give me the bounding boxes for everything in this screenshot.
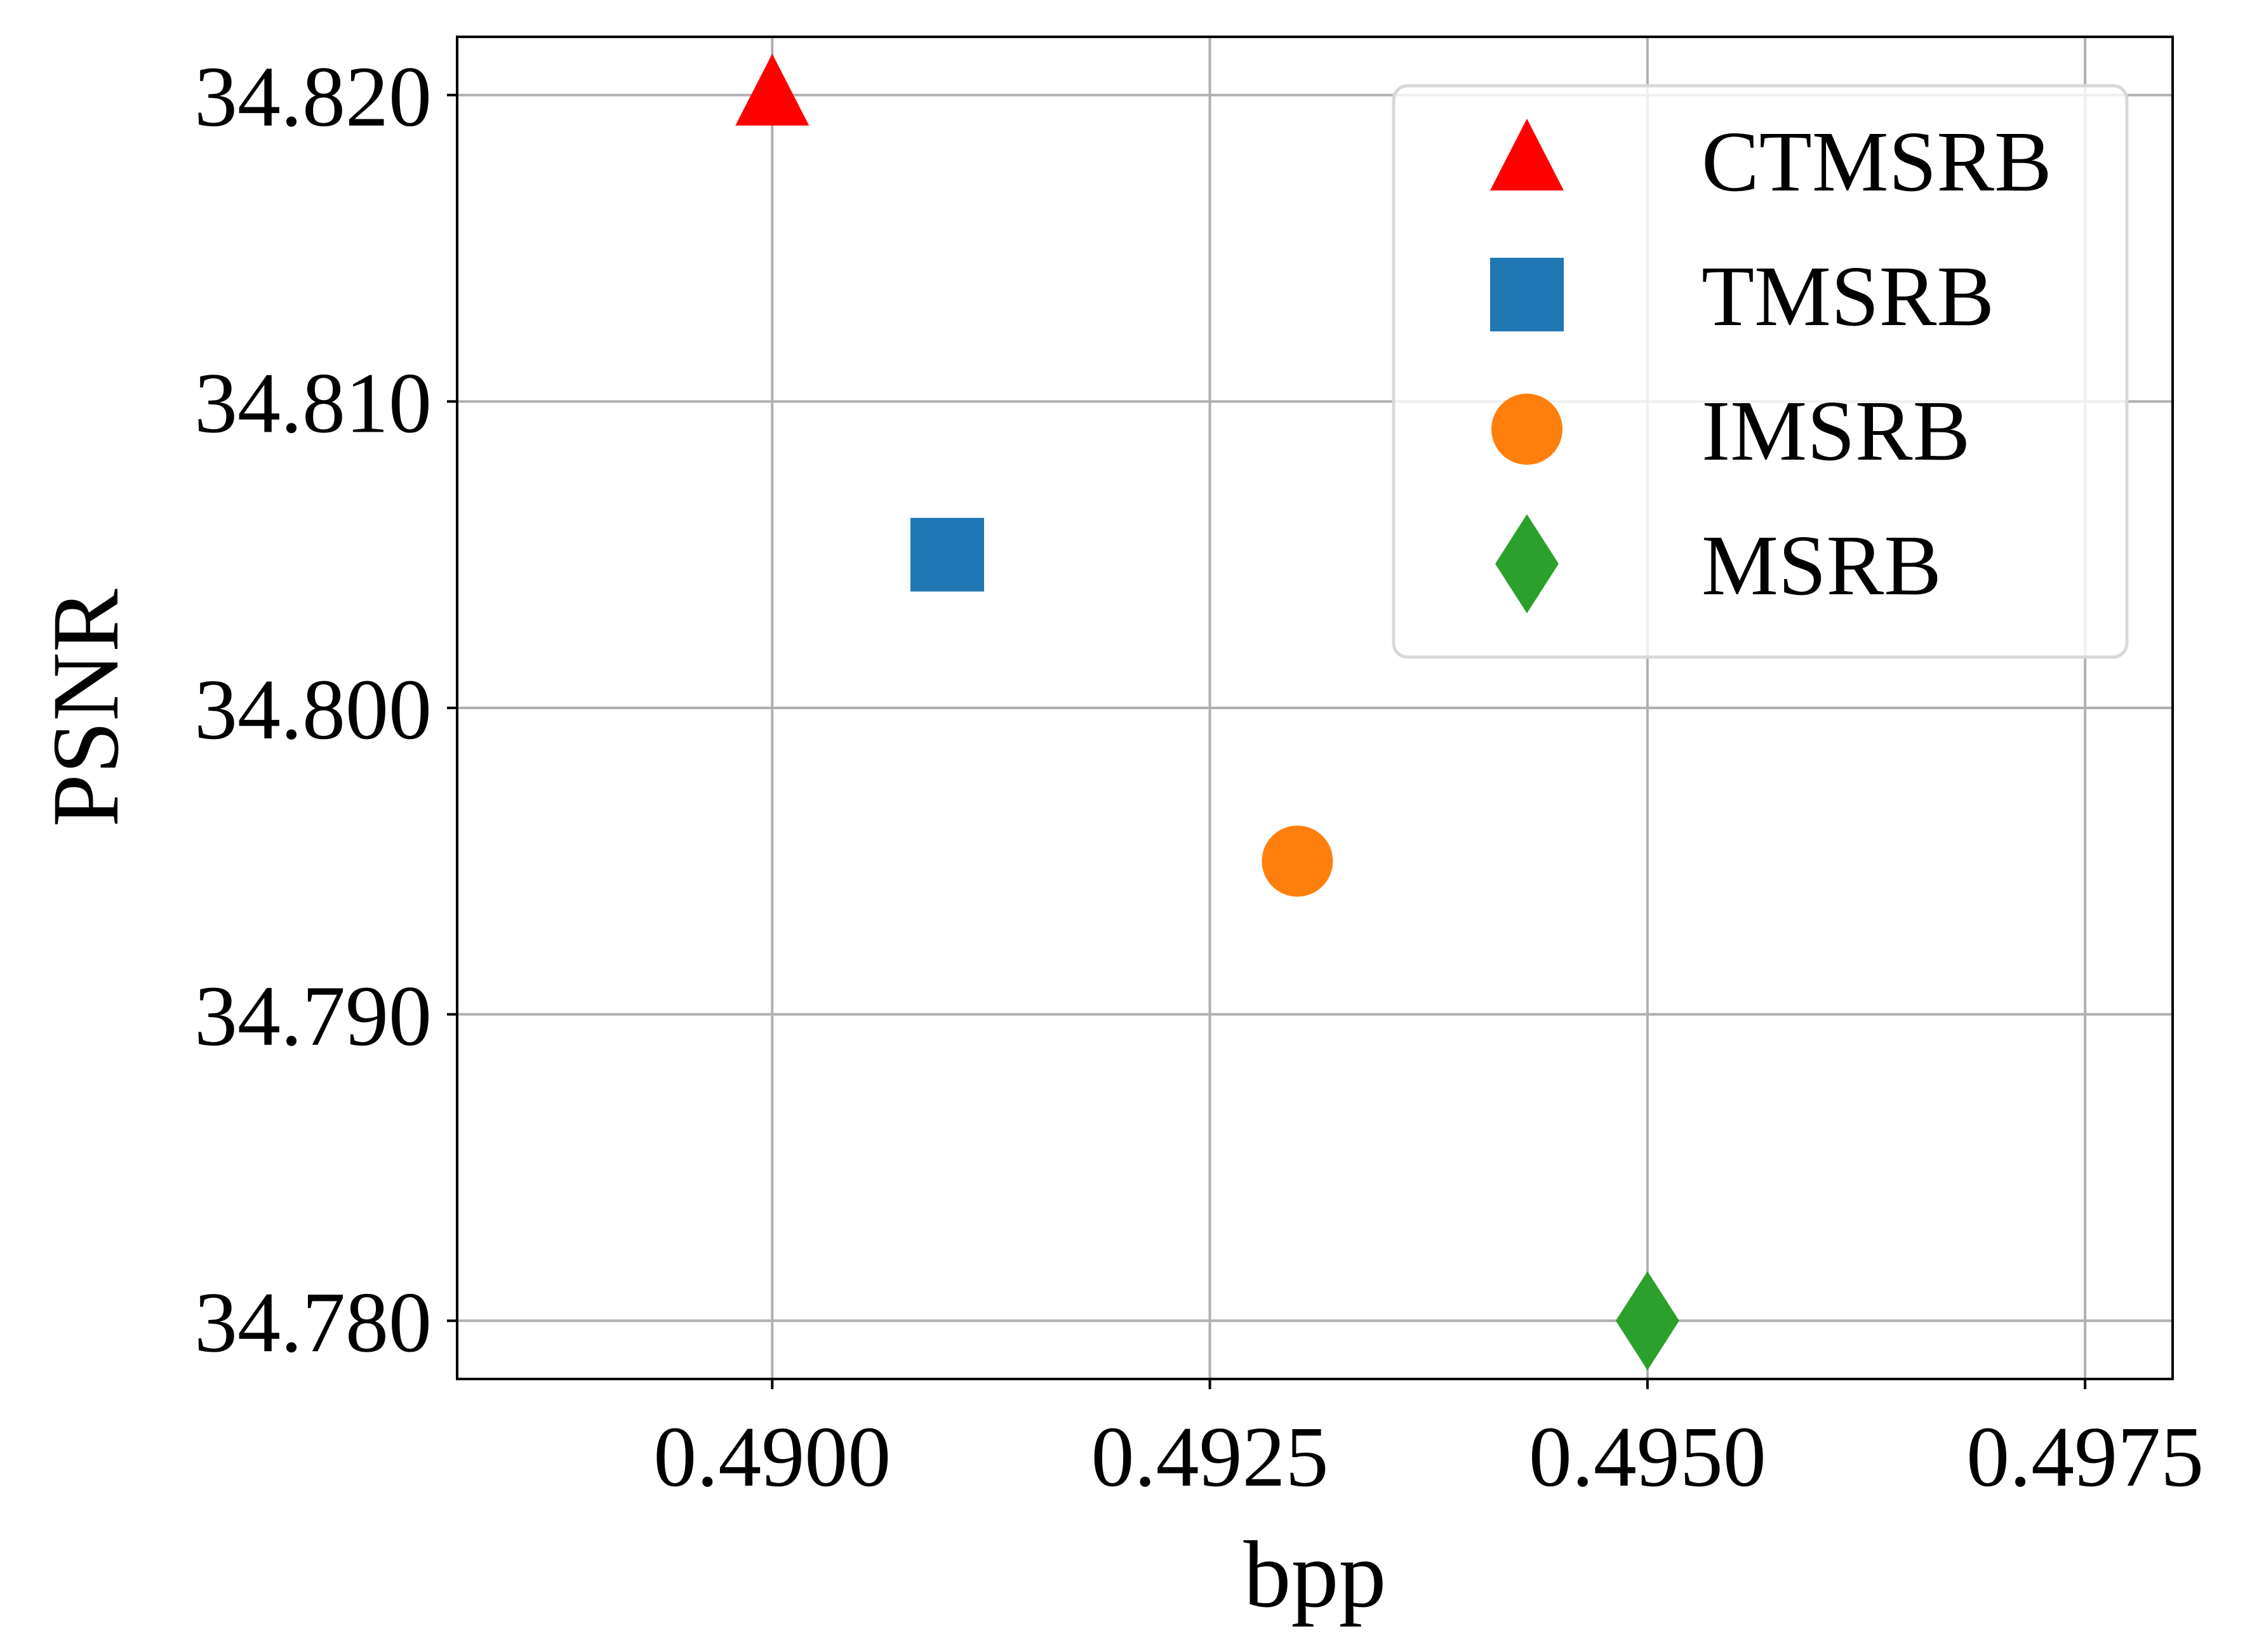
y-tick-label-0: 34.780 bbox=[194, 1275, 432, 1370]
legend-label-tmsrb: TMSRB bbox=[1702, 249, 1994, 344]
y-axis-title: PSNR bbox=[33, 589, 138, 827]
legend-marker-tmsrb bbox=[1490, 258, 1564, 331]
x-axis-title: bpp bbox=[1244, 1522, 1387, 1627]
legend-marker-msrb bbox=[1495, 514, 1559, 613]
y-tick-label-1: 34.790 bbox=[194, 969, 432, 1064]
data-point-tmsrb-0 bbox=[910, 517, 984, 592]
y-tick-label-4: 34.820 bbox=[194, 50, 432, 145]
legend-marker-imsrb bbox=[1491, 394, 1562, 465]
legend-marker-ctmsrb bbox=[1490, 119, 1564, 190]
x-tick-label-0: 0.4900 bbox=[653, 1409, 891, 1505]
data-point-msrb-0 bbox=[1615, 1271, 1679, 1371]
y-tick-label-2: 34.800 bbox=[194, 662, 432, 757]
legend-items: CTMSRB TMSRB IMSRB MSRB bbox=[1490, 114, 2052, 613]
x-tick-label-3: 0.4975 bbox=[1966, 1409, 2204, 1505]
x-tick-label-2: 0.4950 bbox=[1529, 1409, 1766, 1505]
data-point-imsrb-0 bbox=[1262, 825, 1333, 897]
y-tick-label-3: 34.810 bbox=[194, 356, 432, 451]
legend-label-msrb: MSRB bbox=[1702, 518, 1942, 613]
legend-label-imsrb: IMSRB bbox=[1702, 383, 1970, 479]
marker-layer bbox=[735, 53, 1679, 1371]
x-tick-label-1: 0.4925 bbox=[1091, 1409, 1329, 1505]
tick-layer: 0.4900 0.4925 0.4950 0.4975 34.780 34.790 34.8… bbox=[194, 50, 2204, 1505]
legend-box bbox=[1392, 84, 2129, 659]
data-point-ctmsrb-0 bbox=[735, 53, 809, 126]
legend-label-ctmsrb: CTMSRB bbox=[1702, 114, 2052, 210]
legend: CTMSRB TMSRB IMSRB MSRB bbox=[1392, 84, 2129, 659]
